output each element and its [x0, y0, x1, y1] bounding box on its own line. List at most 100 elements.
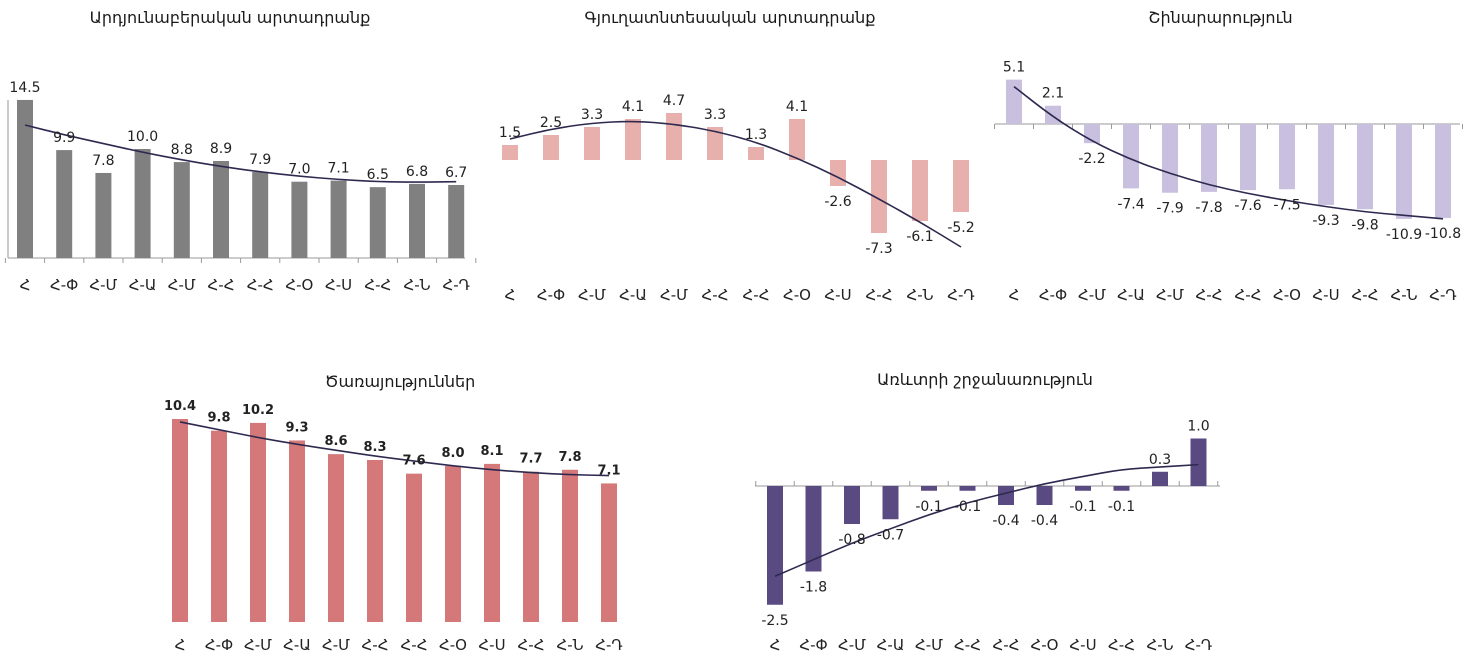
- trend-line: [509, 120, 962, 248]
- category-label: Հ-Ս: [1312, 286, 1339, 304]
- category-label: Հ-Ն: [1390, 286, 1417, 304]
- bar: [1279, 124, 1295, 190]
- data-label: -9.3: [1312, 213, 1339, 229]
- data-label: -0.8: [838, 532, 865, 548]
- category-label: Հ: [175, 636, 186, 654]
- chart-title: Արդյունաբերական արտադրանք: [89, 8, 371, 27]
- category-label: Հ-Հ: [866, 286, 893, 304]
- category-label: Հ-Հ: [743, 286, 770, 304]
- chart-plot: 10.4 9.8 10.2 9.3 8.6 8.3 7.6 8.0 8.1 7.7 7.8 7.1 Հ Հ…: [164, 399, 623, 654]
- bar: [330, 180, 347, 258]
- data-label: 7.9: [249, 152, 271, 168]
- bar: [409, 183, 425, 258]
- data-label: 8.3: [363, 440, 386, 455]
- chart-plot: 5.1 2.1 -2.2 -7.4 -7.9 -7.8 -7.6 -7.5 -9.3 -9.8 -1…: [994, 60, 1463, 304]
- data-label: -0.1: [1108, 499, 1135, 515]
- category-label: Հ: [770, 636, 781, 654]
- data-label: 8.1: [480, 444, 503, 459]
- bar: [56, 150, 73, 258]
- category-label: Հ-Փ: [205, 636, 233, 654]
- bar: [543, 135, 559, 160]
- chart-plot: 14.5 9.9 7.8 10.0 8.8 8.9 7.9 7.0 7.1 6.5 6.8 6.7 Հ Հ…: [4, 80, 477, 294]
- category-label: Հ-Հ: [1196, 286, 1223, 304]
- category-label: Հ-Հ: [364, 276, 391, 294]
- bar: [502, 145, 518, 160]
- data-label: 6.7: [445, 165, 467, 181]
- bar: [213, 160, 229, 258]
- chart-title: Ծառայություններ: [324, 372, 476, 391]
- bar: [1318, 124, 1334, 205]
- data-label: 3.3: [704, 107, 726, 123]
- data-label: 6.8: [406, 164, 428, 180]
- category-label: Հ: [1009, 286, 1020, 304]
- category-label: Հ-Փ: [50, 276, 78, 294]
- category-label: Հ-Հ: [993, 636, 1020, 654]
- chart-industry: Արդյունաբերական արտադրանք 14.5 9.9 7.8 10.0…: [0, 0, 480, 310]
- bar: [1036, 486, 1053, 505]
- data-label: 6.5: [367, 167, 389, 183]
- data-label: 10.2: [242, 403, 274, 418]
- trend-line: [774, 463, 1199, 577]
- data-label: 8.9: [210, 141, 232, 157]
- chart-title: Առևտրի շրջանառություն: [877, 370, 1093, 389]
- data-label: -6.1: [906, 229, 933, 245]
- data-label: -9.8: [1351, 217, 1378, 233]
- chart-services: Ծառայություններ 10.4 9.8 10.2 9.3 8.6 8.3 7.6 8…: [160, 360, 640, 660]
- data-label: -2.2: [1078, 151, 1105, 167]
- data-label: -2.5: [761, 613, 788, 629]
- data-label: -7.3: [865, 241, 892, 257]
- category-label: Հ: [20, 276, 31, 294]
- bar: [17, 99, 33, 258]
- bar: [805, 486, 822, 572]
- data-label: 7.0: [288, 162, 310, 178]
- category-label: Հ-Օ: [1273, 286, 1301, 304]
- category-label: Հ-Մ: [168, 276, 196, 294]
- trend-line: [1013, 85, 1444, 220]
- data-label: 1.5: [499, 125, 521, 141]
- category-label: Հ-Ն: [556, 636, 583, 654]
- category-label: Հ-Դ: [1185, 636, 1212, 654]
- bar: [1113, 486, 1130, 491]
- category-label: Հ-Հ: [362, 636, 389, 654]
- category-label: Հ-Ս: [824, 286, 851, 304]
- data-label: -7.9: [1156, 201, 1183, 217]
- bar: [173, 162, 190, 258]
- category-label: Հ-Մ: [89, 276, 117, 294]
- bar: [252, 171, 269, 258]
- category-label: Հ-Մ: [838, 636, 866, 654]
- bar: [134, 149, 151, 258]
- category-label: Հ-Հ: [401, 636, 428, 654]
- bar: [1162, 124, 1178, 193]
- category-label: Հ-Ս: [478, 636, 505, 654]
- category-label: Հ-Հ: [1235, 286, 1262, 304]
- bar: [562, 469, 578, 622]
- category-label: Հ-Ն: [906, 286, 933, 304]
- data-label: 7.6: [402, 454, 425, 469]
- data-label: -0.4: [1031, 513, 1058, 529]
- data-label: 10.0: [127, 129, 158, 145]
- category-label: Հ-Ա: [877, 636, 905, 654]
- category-label: Հ-Ն: [1146, 636, 1173, 654]
- bar: [767, 486, 783, 605]
- bar: [1123, 124, 1139, 189]
- category-label: Հ-Մ: [1078, 286, 1106, 304]
- bar: [1075, 486, 1091, 491]
- data-label: -1.8: [800, 580, 827, 596]
- data-label: 2.1: [1042, 86, 1064, 102]
- category-label: Հ-Ն: [403, 276, 430, 294]
- bar: [289, 440, 305, 622]
- data-label: 10.4: [164, 399, 196, 414]
- category-label: Հ-Հ: [1108, 636, 1135, 654]
- category-label: Հ-Մ: [578, 286, 606, 304]
- bar: [1006, 79, 1022, 124]
- bar: [912, 160, 928, 221]
- data-label: -7.6: [1234, 198, 1261, 214]
- data-label: 7.8: [558, 450, 581, 465]
- data-label: 1.3: [745, 127, 767, 143]
- bar: [707, 127, 723, 160]
- bar: [959, 486, 976, 491]
- category-label: Հ-Օ: [1031, 636, 1059, 654]
- category-label: Հ-Ա: [1117, 286, 1145, 304]
- category-label: Հ-Փ: [1039, 286, 1067, 304]
- category-label: Հ-Հ: [247, 276, 274, 294]
